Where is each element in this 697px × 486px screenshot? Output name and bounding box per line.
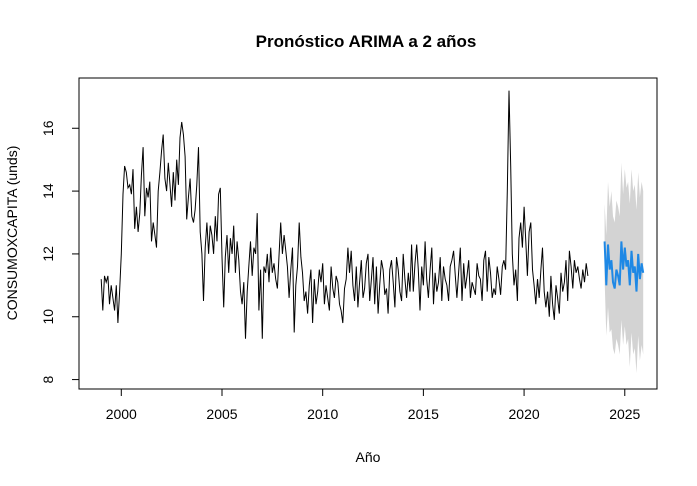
plot-frame	[78, 77, 658, 390]
x-tick-label: 2025	[609, 406, 640, 422]
chart-title: Pronóstico ARIMA a 2 años	[256, 32, 477, 51]
forecast-series-line	[603, 241, 645, 292]
x-tick-label: 2000	[106, 406, 137, 422]
y-tick-label: 8	[40, 375, 56, 383]
x-axis: 2000 2005 2010 2015 2020 2025	[106, 388, 641, 422]
x-axis-label: Año	[356, 449, 381, 465]
y-axis-label: CONSUMOXCAPITA (unds)	[4, 146, 20, 321]
historical-series-line	[100, 90, 589, 339]
historical-line	[100, 90, 589, 339]
x-tick-label: 2010	[307, 406, 338, 422]
y-axis: 8 10 12 14 16	[40, 120, 80, 383]
y-tick-label: 10	[40, 309, 56, 325]
y-tick-label: 14	[40, 183, 56, 199]
x-tick-label: 2020	[509, 406, 540, 422]
y-tick-label: 12	[40, 246, 56, 262]
x-tick-label: 2015	[408, 406, 439, 422]
y-tick-label: 16	[40, 120, 56, 136]
forecast-line	[603, 241, 645, 292]
x-tick-label: 2005	[206, 406, 237, 422]
